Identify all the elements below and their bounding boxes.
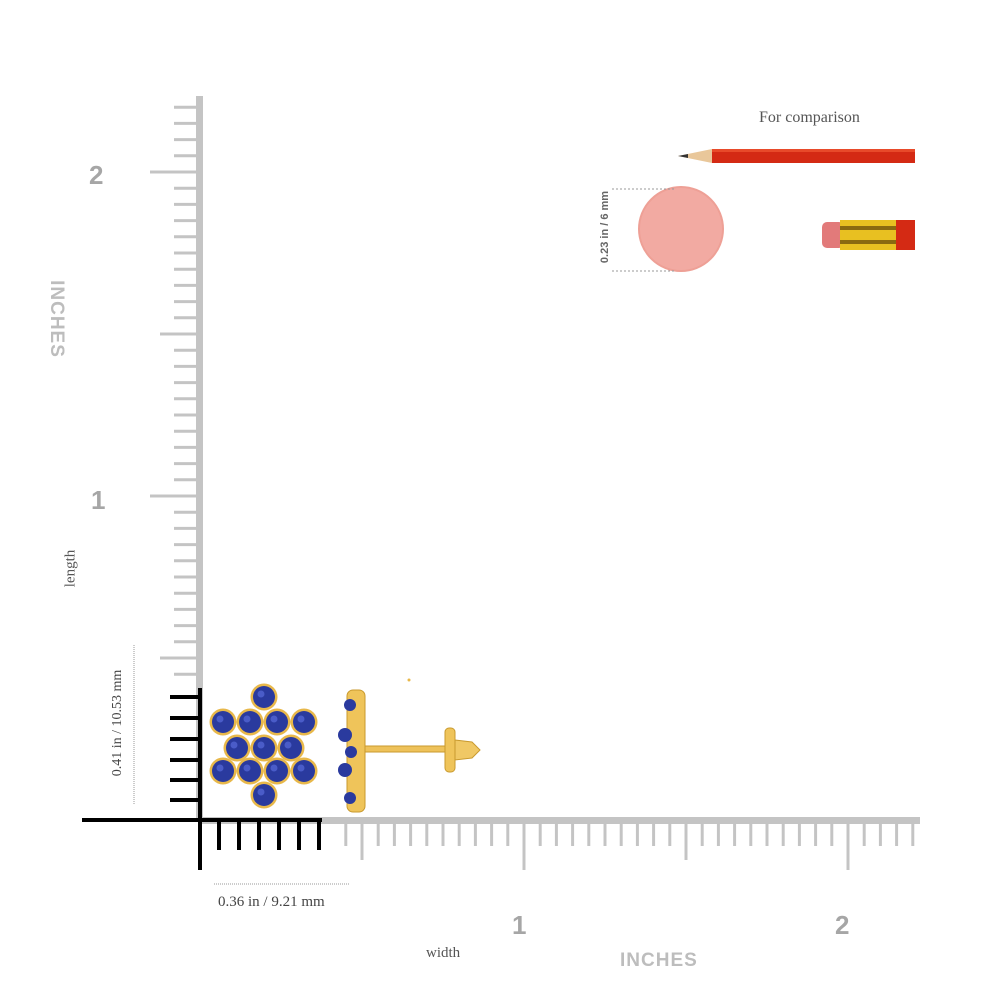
product-height-label: 0.41 in / 10.53 mm xyxy=(110,669,125,777)
product-width-marker xyxy=(82,818,322,850)
product-height-marker xyxy=(170,688,202,870)
vertical-ruler xyxy=(150,96,203,820)
comparison-title: For comparison xyxy=(759,109,860,126)
vertical-unit-label: INCHES xyxy=(46,280,67,358)
product-width-label: 0.36 in / 9.21 mm xyxy=(218,894,325,910)
eraser-image xyxy=(612,186,724,272)
earring-side-view xyxy=(338,678,481,813)
vertical-tick-2: 2 xyxy=(89,160,104,190)
horizontal-unit-label: INCHES xyxy=(620,950,698,971)
pencil-end-image xyxy=(822,220,915,250)
vertical-tick-1: 1 xyxy=(91,485,106,515)
horizontal-ruler xyxy=(200,817,920,870)
earring-front-view xyxy=(209,683,318,809)
eraser-dimension-label: 0.23 in / 6 mm xyxy=(599,190,611,264)
horizontal-tick-1: 1 xyxy=(512,910,527,940)
horizontal-tick-2: 2 xyxy=(835,910,850,940)
pencil-tip-image xyxy=(678,149,915,163)
horizontal-axis-label: width xyxy=(426,945,461,961)
vertical-axis-label: length xyxy=(62,549,79,588)
